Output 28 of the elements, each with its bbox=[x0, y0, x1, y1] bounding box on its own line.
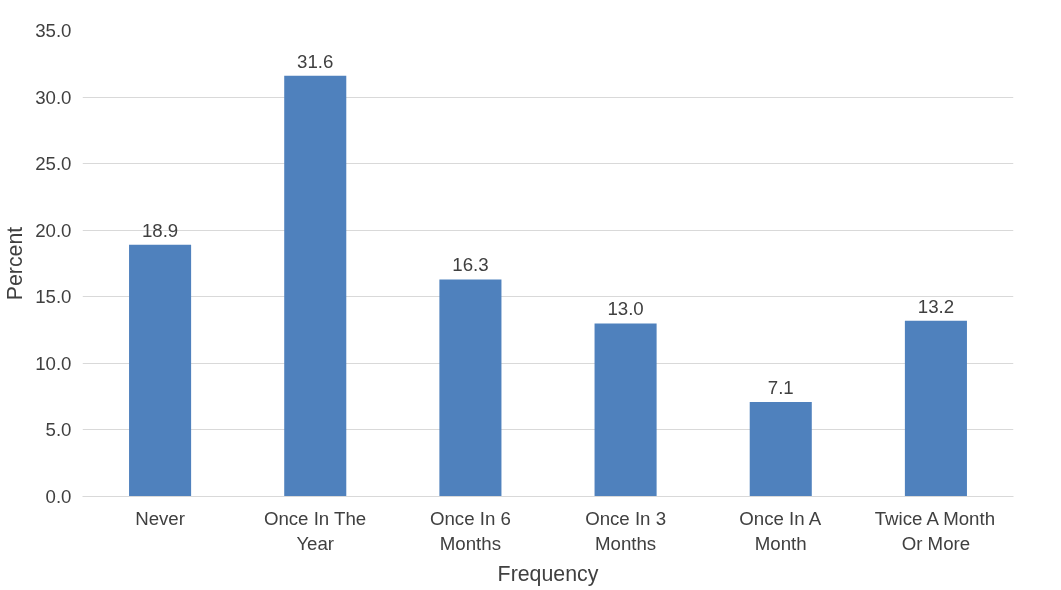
bar bbox=[129, 244, 192, 497]
x-tick-label: Once In 3 Months bbox=[585, 507, 667, 554]
x-tick-label: Once In A Month bbox=[739, 507, 822, 554]
data-label: 16.3 bbox=[452, 254, 489, 276]
y-tick-label: 20.0 bbox=[35, 219, 72, 241]
data-label: 7.1 bbox=[767, 376, 794, 398]
bar bbox=[439, 279, 502, 497]
data-label: 31.6 bbox=[297, 50, 334, 72]
x-tick-label: Once In The Year bbox=[263, 507, 367, 554]
y-tick-label: 5.0 bbox=[45, 419, 72, 441]
x-tick-label: Never bbox=[135, 507, 185, 529]
y-tick-label: 0.0 bbox=[45, 486, 72, 507]
x-tick-label: Once In 6 Months bbox=[429, 507, 511, 554]
y-axis-title: Percent bbox=[3, 226, 28, 301]
y-tick-label: 30.0 bbox=[35, 86, 72, 108]
x-tick-label: Twice A Month Or More bbox=[874, 507, 996, 554]
y-tick-label: 10.0 bbox=[35, 352, 72, 374]
bar bbox=[904, 320, 967, 497]
y-tick-label: 15.0 bbox=[35, 286, 72, 308]
y-tick-label: 35.0 bbox=[35, 20, 72, 41]
bar bbox=[284, 75, 347, 497]
data-label: 18.9 bbox=[141, 219, 179, 241]
y-tick-label: 25.0 bbox=[35, 153, 72, 175]
x-axis-title: Frequency bbox=[497, 561, 599, 586]
data-label: 13.0 bbox=[607, 298, 644, 320]
bar bbox=[594, 323, 657, 497]
bar bbox=[749, 401, 812, 497]
data-label: 13.2 bbox=[917, 295, 955, 317]
